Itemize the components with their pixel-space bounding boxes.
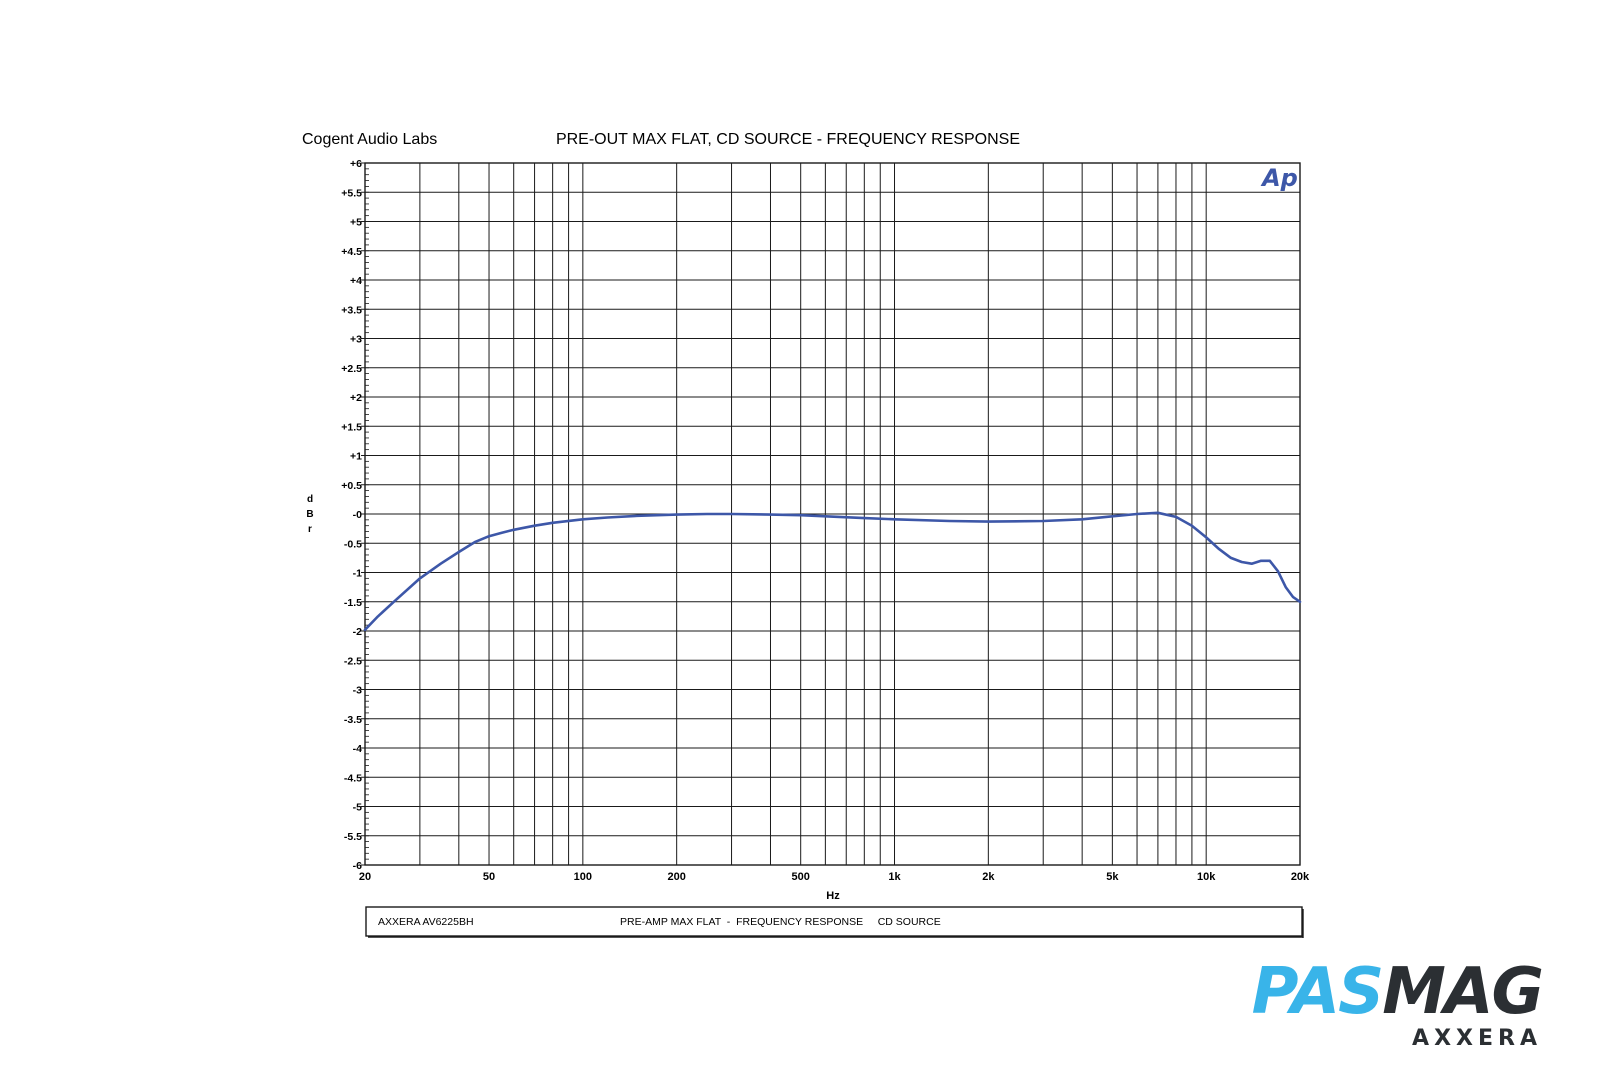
x-tick-label: 20k bbox=[1291, 871, 1310, 883]
pasmag-brand: PASMAG AXXERA bbox=[1252, 960, 1544, 1051]
y-tick-label: -3.5 bbox=[344, 714, 362, 726]
brand-logo: PASMAG bbox=[1252, 960, 1544, 1024]
logo-ap: Ap bbox=[1260, 164, 1298, 192]
series-layer bbox=[363, 511, 1302, 632]
y-tick-label: -5 bbox=[353, 802, 362, 814]
y-tick-label: -2 bbox=[353, 626, 362, 638]
y-tick-label: +2.5 bbox=[341, 363, 362, 375]
x-tick-label: 1k bbox=[888, 871, 901, 883]
y-tick-label: +3 bbox=[350, 334, 362, 346]
y-tick-label: +0.5 bbox=[341, 480, 362, 492]
y-tick-label: +2 bbox=[350, 392, 362, 404]
brand-subtitle: AXXERA bbox=[1412, 1026, 1542, 1051]
series-line bbox=[363, 511, 1302, 632]
y-tick-label: -6 bbox=[353, 860, 362, 872]
x-tick-label: 200 bbox=[667, 871, 685, 883]
y-tick-label: +3.5 bbox=[341, 304, 362, 316]
y-axis-ticks: +6 +5.5 +5 +4.5 +4 +3.5 +3 +2.5 +2 +1.5 +1 +0.5 -0 -0… bbox=[341, 158, 369, 872]
x-tick-label: 10k bbox=[1197, 871, 1216, 883]
footer-device: AXXERA AV6225BH bbox=[378, 916, 474, 928]
x-tick-label: 2k bbox=[982, 871, 995, 883]
x-axis-label: Hz bbox=[826, 890, 840, 902]
y-tick-label: +5.5 bbox=[341, 187, 362, 199]
brand-mag: MAG bbox=[1382, 955, 1544, 1029]
x-tick-label: 5k bbox=[1106, 871, 1119, 883]
x-tick-label: 500 bbox=[792, 871, 810, 883]
y-tick-label: -1.5 bbox=[344, 597, 362, 609]
chart-title: PRE-OUT MAX FLAT, CD SOURCE - FREQUENCY … bbox=[556, 131, 1020, 148]
y-tick-label: -3 bbox=[353, 685, 362, 697]
y-tick-label: +4 bbox=[350, 275, 362, 287]
y-tick-label: -1 bbox=[353, 568, 362, 580]
y-tick-label: -5.5 bbox=[344, 831, 362, 843]
x-tick-label: 100 bbox=[574, 871, 592, 883]
y-axis-label: d B r bbox=[306, 494, 313, 535]
y-tick-label: -0 bbox=[353, 509, 362, 521]
brand-pas: PAS bbox=[1251, 955, 1385, 1029]
y-tick-label: +1 bbox=[350, 451, 362, 463]
y-tick-label: -4 bbox=[353, 743, 362, 755]
y-tick-label: +4.5 bbox=[341, 246, 362, 258]
x-tick-label: 20 bbox=[359, 871, 371, 883]
footer-description: PRE-AMP MAX FLAT - FREQUENCY RESPONSE CD… bbox=[620, 916, 941, 928]
y-tick-label: -0.5 bbox=[344, 538, 362, 550]
svg-text:r: r bbox=[308, 524, 312, 535]
svg-text:B: B bbox=[306, 509, 313, 520]
lab-name: Cogent Audio Labs bbox=[302, 131, 437, 148]
y-tick-label: +1.5 bbox=[341, 421, 362, 433]
footer-box bbox=[365, 906, 1303, 937]
y-tick-label: -2.5 bbox=[344, 655, 362, 667]
x-axis-ticks: 20 50 100 200 500 1k 2k 5k 10k 20k bbox=[359, 871, 1310, 883]
y-tick-label: -4.5 bbox=[344, 772, 362, 784]
y-tick-label: +5 bbox=[350, 217, 362, 229]
svg-text:d: d bbox=[307, 494, 313, 505]
y-tick-label: +6 bbox=[350, 158, 362, 170]
x-tick-label: 50 bbox=[483, 871, 495, 883]
